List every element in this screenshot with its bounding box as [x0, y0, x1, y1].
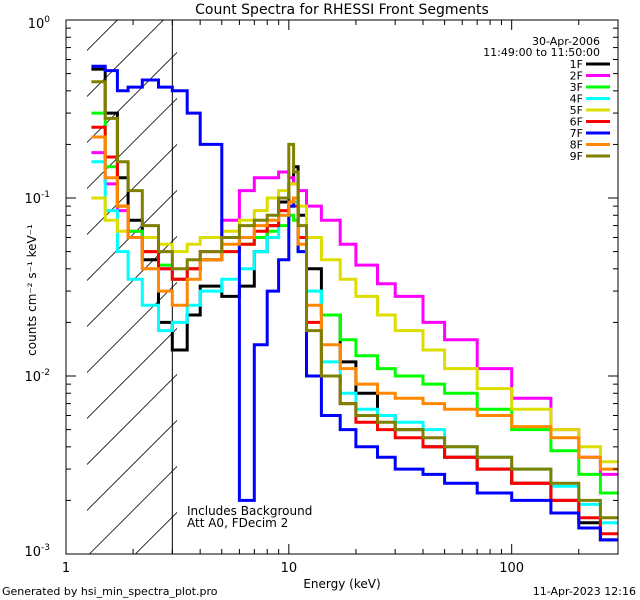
legend-label-8F: 8F	[570, 139, 583, 152]
series-8F	[91, 135, 618, 471]
x-tick-label: 1	[62, 561, 70, 576]
x-tick-labels: 1 10 100	[62, 561, 524, 576]
hatch-line	[87, 51, 177, 143]
x-tick-label: 100	[499, 561, 524, 576]
hatch-line	[87, 235, 177, 327]
x-tick-label: 10	[281, 561, 298, 576]
legend-label-2F: 2F	[570, 70, 583, 83]
hatch-line	[273, 0, 640, 554]
legend-label-4F: 4F	[570, 93, 583, 106]
series-5F	[91, 182, 618, 464]
legend: 30-Apr-2006 11:49:00 to 11:50:00 1F2F3F4…	[483, 35, 610, 163]
legend-label-3F: 3F	[570, 81, 583, 94]
legend-time-range: 11:49:00 to 11:50:00	[483, 46, 600, 59]
series-group	[91, 64, 618, 542]
footer-timestamp: 11-Apr-2023 12:16	[533, 585, 636, 598]
y-tick-label: 10-3	[24, 543, 50, 560]
legend-label-9F: 9F	[570, 150, 583, 163]
legend-label-6F: 6F	[570, 116, 583, 129]
hatch-line	[135, 511, 177, 554]
annotation-background: Includes Background	[187, 504, 312, 518]
hatch-line	[87, 20, 164, 97]
x-axis-label: Energy (keV)	[303, 577, 380, 591]
y-tick-label: 10-1	[24, 190, 50, 207]
hatch-line	[87, 419, 177, 511]
annotation-attenuator: Att A0, FDecim 2	[187, 516, 288, 530]
footer-generated-by: Generated by hsi_min_spectra_plot.pro	[2, 585, 218, 598]
chart-title: Count Spectra for RHESSI Front Segments	[195, 2, 489, 18]
y-tick-labels: 100 10-1 10-2 10-3	[24, 15, 50, 560]
y-tick-label: 100	[28, 15, 51, 32]
legend-label-5F: 5F	[570, 104, 583, 117]
y-axis-label: counts cm⁻² s⁻¹ keV⁻¹	[25, 224, 39, 356]
hatch-line	[87, 327, 177, 419]
hatch-line	[87, 189, 177, 281]
y-tick-label: 10-2	[24, 368, 50, 385]
plot-frame	[65, 19, 619, 555]
series-9F	[91, 80, 618, 520]
legend-label-1F: 1F	[570, 58, 583, 71]
legend-date: 30-Apr-2006	[532, 35, 600, 48]
hatch-line	[0, 0, 91, 554]
legend-label-7F: 7F	[570, 127, 583, 140]
hatch-line	[87, 281, 177, 373]
hatch-line	[87, 373, 177, 465]
axis-ticks	[65, 19, 619, 555]
hatch-line	[87, 97, 177, 189]
hatch-line	[87, 143, 177, 235]
